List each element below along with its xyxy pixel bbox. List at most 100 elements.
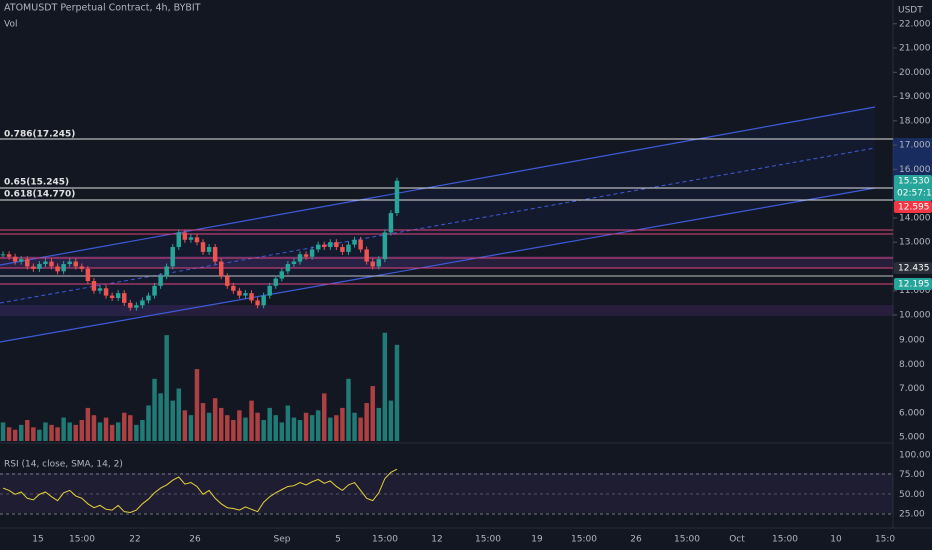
candle — [85, 268, 91, 282]
rsi-tick-label: 25.00 — [899, 510, 925, 520]
candle — [55, 266, 60, 272]
candle — [43, 261, 48, 265]
candle — [158, 276, 163, 286]
volume-bar — [170, 400, 175, 441]
fib-label: 0.65(15.245) — [4, 178, 69, 188]
fib-label: 0.618(14.770) — [4, 190, 75, 200]
volume-bar — [182, 410, 188, 441]
price-tag — [894, 278, 932, 290]
volume-bar — [128, 415, 133, 441]
volume-bar — [315, 410, 321, 441]
volume-bar — [218, 407, 224, 441]
time-label: 15:00 — [475, 535, 501, 545]
candle — [146, 295, 151, 301]
fib-lines — [0, 138, 893, 201]
candle — [328, 242, 333, 248]
volume-bar — [279, 422, 285, 441]
volume-bar — [322, 393, 327, 441]
volume-bar — [212, 398, 218, 441]
candle — [309, 249, 315, 257]
candle — [97, 288, 103, 291]
rsi-band — [0, 473, 893, 513]
candle — [134, 305, 139, 308]
price-tick-label: 21.000 — [899, 44, 931, 54]
candle — [315, 244, 321, 250]
volume-tick-label: 5.000 — [899, 433, 925, 443]
candle — [358, 239, 363, 250]
candle — [91, 281, 97, 291]
volume-bar — [43, 422, 48, 441]
volume-bar — [303, 412, 309, 441]
candle — [388, 213, 394, 233]
candle — [334, 242, 339, 248]
volume-bar — [6, 427, 12, 441]
time-label: 19 — [531, 535, 543, 545]
candle — [128, 302, 133, 308]
candle — [382, 232, 388, 260]
time-label: Oct — [729, 535, 745, 545]
volume-bar — [0, 422, 6, 441]
candle — [285, 264, 291, 272]
candle — [188, 237, 194, 240]
candle — [346, 244, 351, 252]
volume-bar — [140, 420, 145, 441]
rsi-tick-label: 75.00 — [899, 470, 925, 480]
candle — [109, 295, 115, 299]
zone — [0, 305, 893, 316]
volume-bar — [237, 410, 242, 441]
volume-tick-label: 7.000 — [899, 384, 925, 394]
volume-bar — [97, 422, 103, 441]
volume-bar — [267, 407, 272, 441]
channel-mid — [0, 147, 876, 304]
price-tick-label: 19.000 — [899, 92, 931, 102]
candle — [200, 242, 206, 252]
candle — [170, 247, 175, 267]
volume-bar — [49, 424, 54, 441]
volume-bar — [340, 407, 345, 441]
volume-bar — [261, 420, 266, 441]
candle — [255, 300, 260, 306]
volume-bar — [109, 424, 115, 441]
candle — [164, 266, 169, 277]
candle — [231, 285, 236, 291]
candle — [218, 261, 224, 277]
volume-bar — [309, 415, 315, 441]
rsi-label: RSI (14, close, SMA, 14, 2) — [4, 460, 123, 470]
candle — [31, 266, 36, 269]
volume-bar — [200, 403, 206, 441]
volume-bar — [115, 422, 121, 441]
volume-bar — [243, 417, 248, 441]
candle — [79, 266, 85, 269]
rsi-tick-label: 50.00 — [899, 490, 925, 500]
volume-bar — [67, 422, 72, 441]
vol-label: Vol — [4, 20, 17, 30]
candle — [122, 293, 127, 303]
time-label: 15:00 — [69, 535, 95, 545]
candle — [103, 288, 109, 296]
currency: USDT — [898, 6, 923, 16]
fib-label: 0.786(17.245) — [4, 130, 75, 140]
candle — [115, 293, 121, 299]
volume-bar — [194, 369, 200, 441]
volume-bar — [103, 417, 109, 441]
volume-bar — [388, 400, 394, 441]
volume-bar — [255, 412, 260, 441]
volume-bar — [25, 420, 30, 441]
volume-bar — [382, 332, 388, 441]
levels — [0, 229, 893, 285]
candle — [67, 261, 72, 265]
volume-bar — [291, 417, 297, 441]
volume-bar — [134, 424, 139, 441]
volume-bar — [297, 420, 303, 441]
candle — [6, 254, 12, 257]
time-label: 5 — [335, 535, 341, 545]
volume-bar — [376, 407, 382, 441]
time-label: 15 — [32, 535, 43, 545]
price-tag — [894, 262, 932, 274]
time-label: 26 — [630, 535, 642, 545]
volume-bar — [334, 415, 339, 441]
price-tick-label: 17.000 — [899, 141, 931, 151]
candle — [273, 278, 278, 286]
volume-bar — [79, 420, 85, 441]
